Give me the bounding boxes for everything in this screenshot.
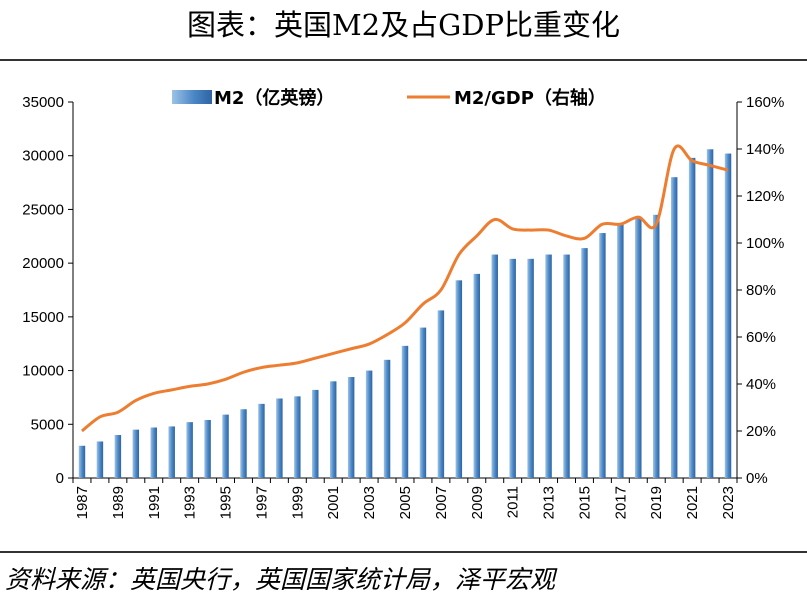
y-right-tick-label: 60%	[746, 329, 776, 346]
x-tick-label: 2001	[325, 486, 342, 519]
y-left-tick-label: 0	[56, 470, 64, 487]
bar-m2	[491, 254, 498, 478]
chart: M2（亿英镑） M2/GDP（右轴） 0 5000 10000 15000 20000 2…	[22, 87, 784, 519]
bar-m2	[132, 429, 140, 478]
bar-m2	[419, 327, 427, 478]
y-right-tick-label: 0%	[746, 470, 768, 487]
x-tick-label: 2009	[469, 486, 486, 519]
bar-m2	[240, 409, 247, 478]
bar-m2	[258, 403, 265, 478]
x-tick-label: 1993	[182, 486, 199, 519]
legend-bar-swatch	[172, 90, 212, 104]
bar-m2	[653, 214, 660, 479]
bar-m2	[96, 441, 104, 478]
bar-m2	[78, 445, 86, 478]
title-divider	[0, 59, 807, 61]
bar-m2	[563, 254, 570, 478]
bar-m2	[617, 224, 624, 478]
bar-m2	[706, 149, 714, 479]
y-left-tick-label: 10000	[22, 363, 64, 380]
bar-m2	[312, 389, 319, 478]
x-tick-label: 2015	[576, 486, 593, 519]
bar-m2	[365, 370, 373, 478]
y-left-tick-label: 30000	[22, 148, 64, 165]
x-tick-label: 1999	[289, 486, 306, 519]
bar-m2	[724, 153, 732, 478]
bar-m2	[294, 396, 301, 478]
bar-m2	[383, 359, 391, 478]
x-tick-label: 2023	[720, 486, 737, 519]
y-left-tick-label: 5000	[31, 416, 64, 433]
x-tick-label: 2007	[433, 486, 450, 519]
footer-divider	[0, 551, 807, 553]
x-tick-label: 1987	[74, 486, 91, 519]
legend-label-ratio: M2/GDP（右轴）	[454, 87, 606, 109]
bar-series	[78, 149, 732, 479]
bar-m2	[545, 254, 552, 478]
bar-m2	[150, 427, 157, 478]
x-tick-label: 2021	[684, 486, 701, 519]
y-right-tick-label: 80%	[746, 282, 776, 299]
y-left-tick-label: 35000	[22, 94, 64, 111]
bar-m2	[473, 273, 481, 478]
bar-m2	[347, 377, 355, 478]
bar-m2	[329, 381, 337, 478]
bar-m2	[670, 177, 678, 478]
bar-m2	[455, 280, 463, 478]
bar-m2	[114, 435, 122, 478]
bar-m2	[527, 258, 534, 478]
bar-m2	[581, 248, 588, 478]
x-tick-label: 2019	[648, 486, 665, 519]
y-left-tick-label: 15000	[22, 309, 64, 326]
bar-m2	[401, 345, 409, 478]
line-series	[81, 144, 729, 433]
y-right-tick-label: 100%	[746, 235, 784, 252]
legend-label-m2: M2（亿英镑）	[214, 87, 334, 109]
bar-m2	[204, 419, 211, 478]
x-tick-label: 1991	[146, 486, 163, 519]
x-tick-label: 1995	[218, 486, 235, 519]
y-left-tick-label: 25000	[22, 201, 64, 218]
bar-m2	[186, 422, 193, 478]
x-tick-label: 2005	[397, 486, 414, 519]
x-tick-label: 1997	[253, 486, 270, 519]
x-tick-label: 2003	[361, 486, 378, 519]
y-right-tick-label: 20%	[746, 423, 776, 440]
page-title: 图表：英国M2及占GDP比重变化	[186, 8, 621, 42]
x-tick-label: 2017	[612, 486, 629, 519]
bar-m2	[599, 233, 606, 478]
bar-m2	[222, 414, 229, 478]
bar-m2	[276, 398, 283, 478]
bar-m2	[688, 157, 696, 478]
x-tick-label: 2013	[541, 486, 558, 519]
tick-labels: 0 5000 10000 15000 20000 25000 30000 35000 0% 20%…	[22, 94, 784, 519]
bar-m2	[437, 310, 445, 478]
line-m2-gdp-ratio	[81, 144, 729, 433]
bar-m2	[635, 218, 642, 478]
bar-m2	[168, 426, 175, 478]
y-right-tick-label: 160%	[746, 94, 784, 111]
y-right-tick-label: 40%	[746, 376, 776, 393]
y-right-tick-label: 120%	[746, 188, 784, 205]
y-left-tick-label: 20000	[22, 255, 64, 272]
source-note: 资料来源：英国央行，英国国家统计局，泽平宏观	[5, 565, 556, 594]
bar-m2	[509, 258, 516, 478]
y-right-tick-label: 140%	[746, 141, 784, 158]
legend: M2（亿英镑） M2/GDP（右轴）	[172, 87, 606, 109]
x-tick-label: 2011	[505, 486, 522, 518]
x-tick-label: 1989	[110, 486, 127, 519]
